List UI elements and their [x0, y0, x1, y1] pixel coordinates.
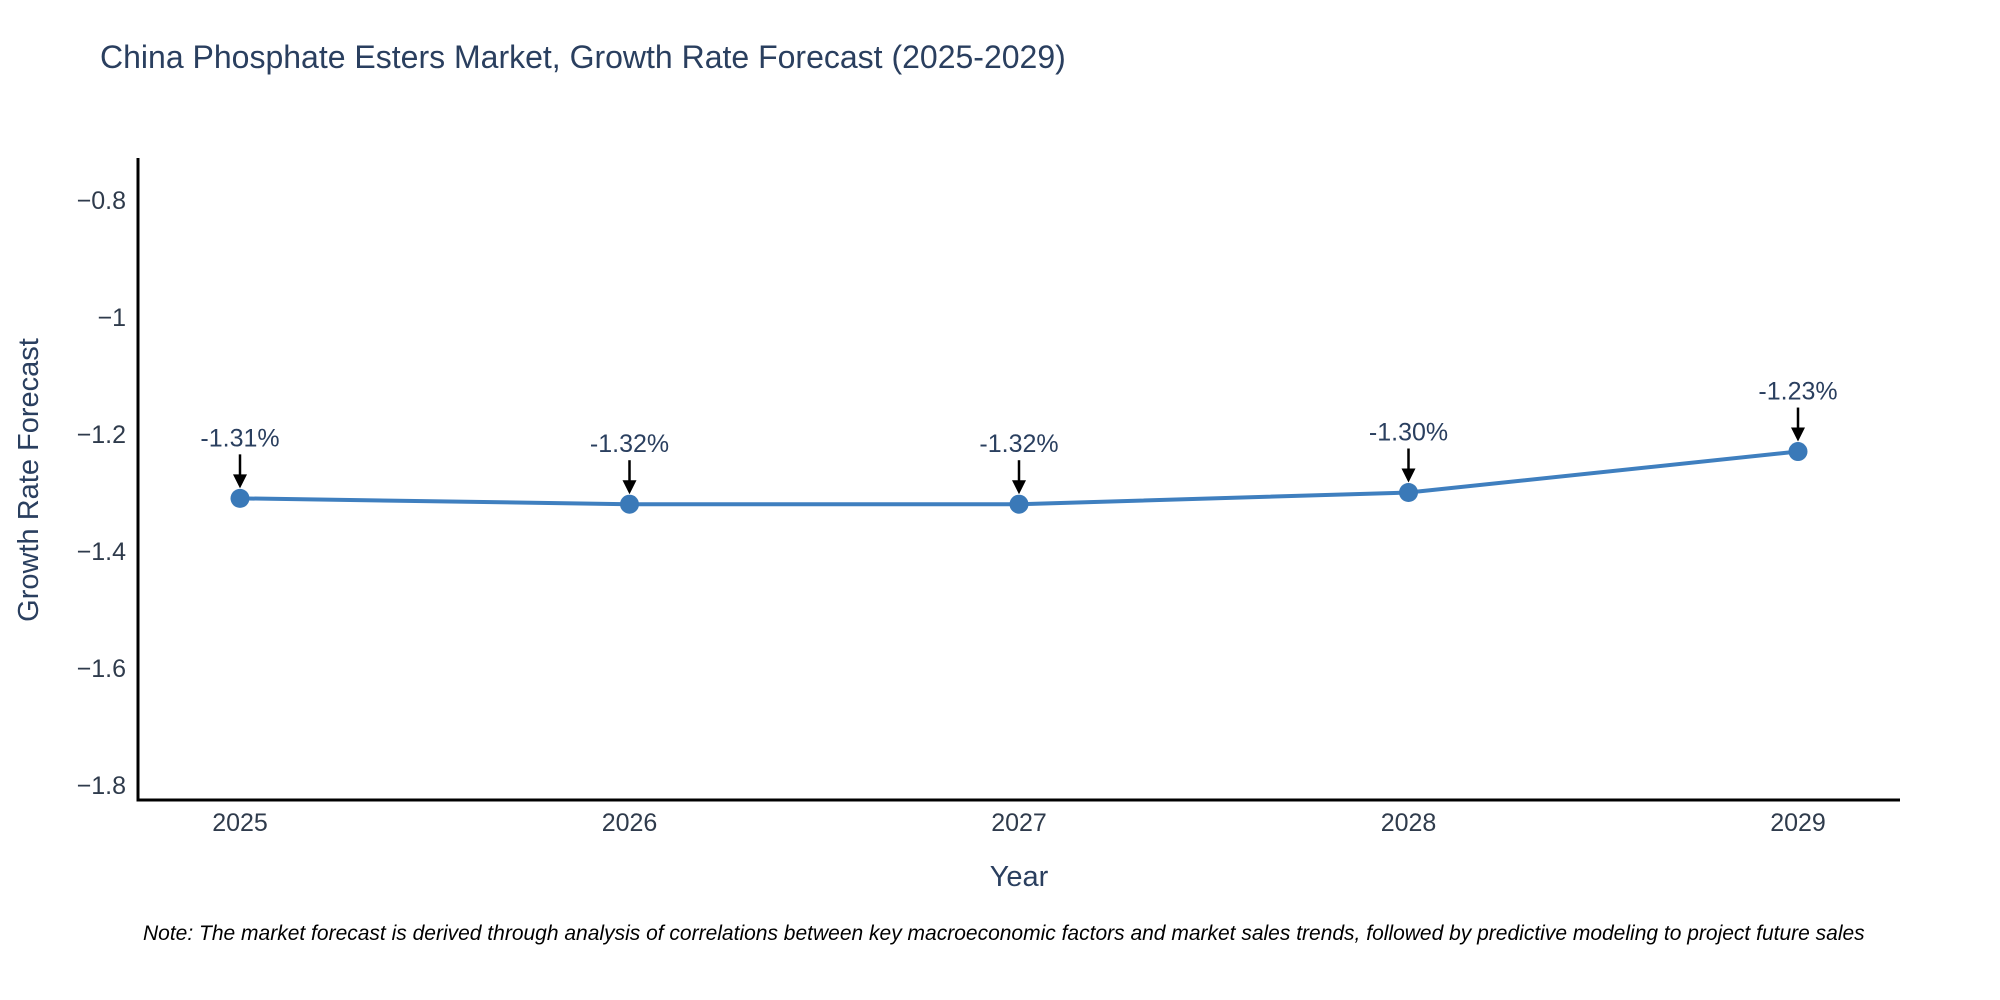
plot-area: −0.8 −1 −1.2 −1.4 −1.6 −1.8 2025 2026 2027 2028 20…	[77, 158, 1900, 837]
annotation-label: -1.30%	[1369, 419, 1448, 447]
x-axis-title: Year	[990, 861, 1049, 893]
annotation-label: -1.23%	[1758, 378, 1837, 406]
data-point-marker[interactable]	[1399, 483, 1418, 502]
annotation-label: -1.32%	[979, 430, 1058, 458]
data-point-marker[interactable]	[230, 488, 250, 508]
y-tick-label: −1.2	[77, 421, 126, 449]
annotation-arrowhead	[1012, 480, 1026, 495]
data-point-marker[interactable]	[620, 494, 639, 514]
x-tick-label: 2027	[991, 809, 1047, 837]
footnote: Note: The market forecast is derived thr…	[143, 922, 1865, 945]
annotation-label: -1.32%	[590, 430, 669, 458]
chart-title: China Phosphate Esters Market, Growth Ra…	[100, 39, 1066, 75]
x-tick-label: 2029	[1770, 809, 1826, 837]
annotation-arrowhead	[1401, 468, 1416, 483]
y-tick-label: −1.8	[77, 772, 126, 800]
y-tick-label: −1.4	[77, 538, 126, 566]
y-axis-title: Growth Rate Forecast	[13, 338, 45, 622]
x-tick-label: 2028	[1381, 809, 1437, 837]
y-tick-label: −1	[97, 304, 126, 332]
data-point-marker[interactable]	[1009, 494, 1029, 514]
annotation-arrowhead	[1791, 427, 1805, 442]
x-tick-label: 2025	[212, 809, 268, 837]
annotation-arrowhead	[622, 480, 637, 495]
annotation-label: -1.31%	[200, 424, 279, 452]
data-point-marker[interactable]	[1788, 442, 1808, 462]
annotation-arrowhead	[233, 474, 247, 489]
y-tick-label: −1.6	[77, 655, 126, 683]
y-tick-label: −0.8	[77, 187, 126, 215]
x-tick-label: 2026	[602, 809, 658, 837]
